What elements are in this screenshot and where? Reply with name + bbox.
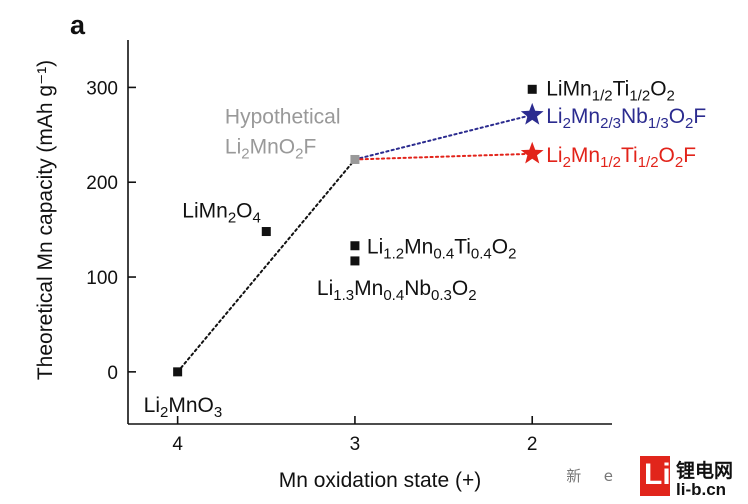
point-label: LiMn1/2Ti1/2O2 [546,77,675,104]
trend-line [176,158,356,373]
brand-url: li-b.cn [676,480,727,499]
trend-line [353,152,534,161]
logo-letter: Li [644,458,671,491]
star-marker [520,102,544,125]
watermark-logo: Li 锂电网 li-b.cn [630,452,746,502]
point-label: Li1.3Mn0.4Nb0.3O2 [317,277,477,304]
trend-line [353,113,534,161]
point-label: Li2Mn2/3Nb1/3O2F [546,105,706,132]
square-marker [173,367,183,377]
y-tick-label: 300 [86,78,118,99]
y-tick-label: 0 [107,363,118,384]
star-marker [520,141,544,164]
x-tick-label: 4 [172,434,183,455]
x-axis-title: Mn oxidation state (+) [279,469,482,492]
point-label-title: Hypothetical [225,105,341,128]
y-tick-label: 200 [86,173,118,194]
y-axis-title: Theoretical Mn capacity (mAh g⁻¹) [34,60,57,380]
x-tick-label: 3 [350,434,361,455]
wechat-watermark-text: 新 e [566,467,628,485]
square-marker [350,154,360,164]
panel-label: a [70,10,86,40]
point-label: Li1.2Mn0.4Ti0.4O2 [367,236,517,263]
li-logo-icon: Li [640,456,671,496]
x-tick-label: 2 [527,434,538,455]
point-label: Li2MnO3 [144,394,223,421]
square-marker [527,84,537,94]
y-tick-label: 100 [86,268,118,289]
point-label: Li2MnO2F [225,135,316,162]
square-marker [350,256,360,266]
brand-name: 锂电网 [676,460,734,482]
point-label: Li2Mn1/2Ti1/2O2F [546,144,696,171]
point-label: LiMn2O4 [182,200,261,227]
square-marker [261,227,271,237]
square-marker [350,241,360,251]
